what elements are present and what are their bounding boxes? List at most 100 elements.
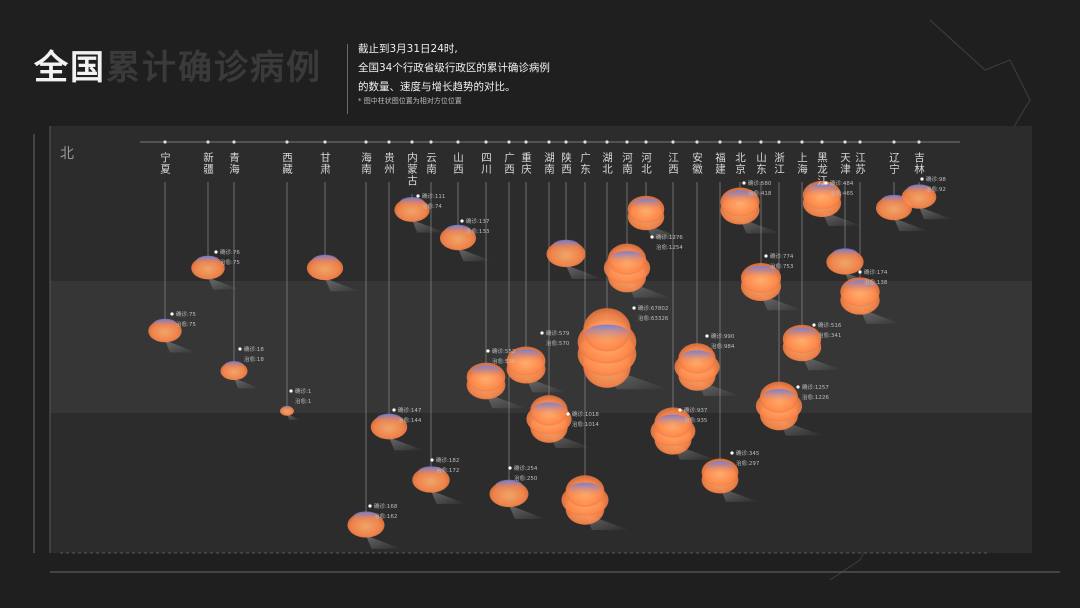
bubble-cap — [399, 197, 425, 208]
bubble-shadow — [607, 367, 669, 390]
intro-line-1: 截止到3月31日24时, — [358, 43, 458, 55]
cured-value: 治愈:144 — [398, 416, 422, 424]
axis-tick — [625, 140, 629, 144]
province-label: 吉林 — [913, 152, 925, 175]
province-label: 安徽 — [691, 151, 703, 175]
province-label: 上海 — [796, 152, 808, 175]
axis-tick — [843, 140, 847, 144]
value-dot — [540, 331, 544, 335]
axis-tick — [671, 140, 675, 144]
axis-tick — [892, 140, 896, 144]
bubble-shadow — [802, 355, 843, 371]
confirmed-value: 确诊:1 — [295, 387, 311, 395]
bubble-cap — [584, 324, 630, 344]
bubble-shadow — [165, 340, 197, 353]
bubble-cap — [153, 318, 177, 329]
value-dot — [566, 412, 570, 416]
province-label: 广西 — [503, 152, 515, 175]
value-dot — [460, 219, 464, 223]
bubble-shadow — [412, 219, 446, 233]
value-dot — [705, 334, 709, 338]
province-label: 甘肃 — [319, 151, 331, 175]
province-label: 河南 — [621, 152, 633, 175]
value-dot — [368, 504, 372, 508]
axis-tick — [387, 140, 391, 144]
cured-value: 治愈:1014 — [572, 420, 599, 428]
bubble-cap — [445, 224, 471, 236]
confirmed-value: 确诊:182 — [436, 456, 459, 464]
bubble-shadow — [234, 378, 260, 389]
bubble-cap — [196, 255, 220, 266]
cured-value: 治愈:984 — [711, 342, 735, 350]
value-dot — [289, 389, 293, 393]
axis-tick — [800, 140, 804, 144]
axis-tick — [583, 140, 587, 144]
title-prefix: 全国 — [34, 48, 106, 88]
axis-tick — [644, 140, 648, 144]
axis-tick — [232, 140, 236, 144]
confirmed-value: 确诊:147 — [398, 406, 422, 414]
value-dot — [796, 385, 800, 389]
chart-note: * 图中柱状图位置为相对方位位置 — [358, 97, 462, 105]
province-label: 海南 — [360, 151, 372, 175]
cured-value: 治愈:341 — [818, 331, 841, 339]
bubble-cap — [511, 349, 541, 363]
axis-tick — [163, 140, 167, 144]
bubble-cap — [352, 511, 380, 523]
value-dot — [824, 181, 828, 185]
bubble-cap — [610, 251, 644, 265]
cured-value: 治愈:162 — [374, 512, 397, 520]
bubble-cap — [807, 183, 837, 197]
province-label: 四川 — [480, 152, 492, 175]
confirmed-value: 确诊:580 — [748, 179, 772, 187]
confirmed-value: 确诊:484 — [830, 179, 854, 187]
value-dot — [764, 254, 768, 258]
bubble-shadow — [761, 294, 803, 311]
province-label: 云南 — [425, 152, 437, 175]
bubble-cap — [681, 350, 713, 364]
bubble-cap — [224, 361, 244, 370]
province-label: 青海 — [228, 151, 240, 175]
axis-tick — [206, 140, 210, 144]
bubble-cap — [417, 466, 445, 478]
value-dot — [730, 451, 734, 455]
axis-tick — [410, 140, 414, 144]
axis-tick — [605, 140, 609, 144]
bubble-cap — [831, 248, 859, 260]
province-label: 江苏 — [854, 152, 866, 175]
axis-tick — [323, 140, 327, 144]
cured-value: 治愈:536 — [492, 357, 516, 365]
axis-tick — [507, 140, 511, 144]
bubble-cap — [471, 365, 501, 379]
cured-value: 治愈:250 — [514, 474, 538, 482]
value-dot — [170, 312, 174, 316]
cured-value: 治愈:465 — [830, 189, 854, 197]
value-dot — [858, 270, 862, 274]
cured-value: 治愈:753 — [770, 262, 794, 270]
bubble-shadow — [431, 490, 467, 505]
cured-value: 治愈:138 — [864, 278, 888, 286]
province-label: 内蒙古 — [406, 151, 418, 186]
bubble-shadow — [208, 277, 240, 290]
bubble-cap — [725, 190, 755, 204]
province-label: 江西 — [667, 152, 679, 175]
province-label: 湖南 — [543, 152, 555, 175]
province-label: 天津 — [839, 152, 851, 175]
value-dot — [214, 250, 218, 254]
axis-tick — [777, 140, 781, 144]
bubble-shadow — [325, 278, 360, 292]
confirmed-value: 确诊:516 — [818, 321, 842, 329]
bubble-cap — [844, 280, 876, 294]
cured-value: 治愈:935 — [684, 416, 708, 424]
cured-value: 治愈:1226 — [802, 393, 829, 401]
confirmed-value: 确诊:18 — [244, 345, 264, 353]
axis-tick — [429, 140, 433, 144]
bubble-shadow — [919, 206, 952, 220]
bubble-cap — [705, 461, 735, 474]
confirmed-value: 确诊:254 — [514, 464, 538, 472]
province-label: 河北 — [640, 152, 652, 175]
bubble-cap — [376, 413, 402, 425]
bubble-cap — [568, 482, 602, 497]
bubble-cap — [906, 184, 932, 195]
province-label: 山西 — [452, 152, 464, 175]
